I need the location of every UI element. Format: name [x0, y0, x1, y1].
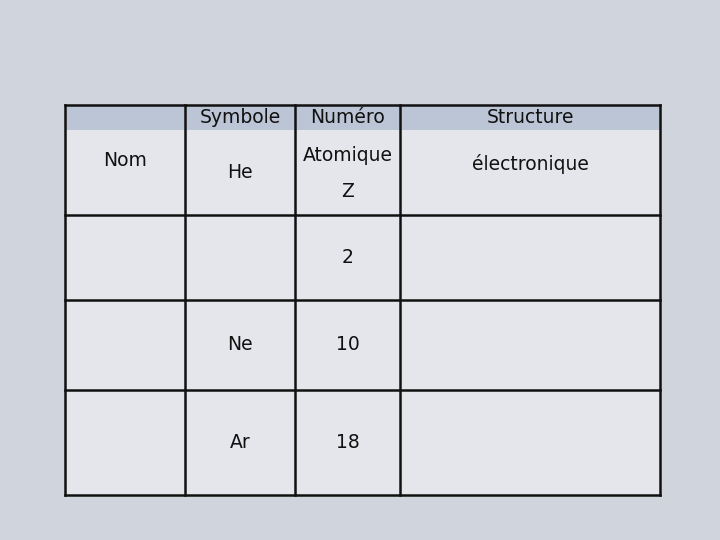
Text: Numéro: Numéro [310, 108, 385, 127]
Bar [65, 105, 660, 130]
Text: 10: 10 [336, 335, 359, 354]
Text: Nom: Nom [103, 151, 147, 170]
Text: Z: Z [341, 181, 354, 201]
Text: 2: 2 [341, 248, 354, 267]
Text: Ne: Ne [228, 335, 253, 354]
Bar [65, 105, 660, 495]
Text: électronique: électronique [472, 154, 588, 174]
Text: Atomique: Atomique [302, 146, 392, 165]
Text: Symbole: Symbole [199, 108, 281, 127]
Text: Ar: Ar [230, 433, 251, 452]
Text: Structure: Structure [486, 108, 574, 127]
Text: 18: 18 [336, 433, 359, 452]
Text: He: He [228, 163, 253, 182]
